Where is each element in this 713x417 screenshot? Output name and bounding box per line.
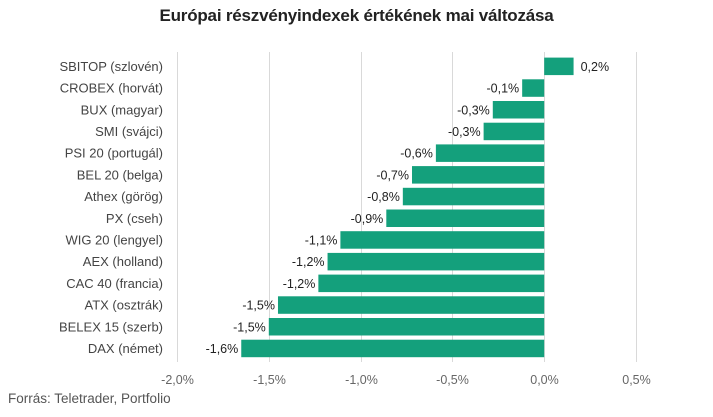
bar (386, 209, 545, 227)
category-label: BELEX 15 (szerb) (59, 319, 163, 334)
category-label: WIG 20 (lengyel) (65, 232, 163, 247)
data-label: -0,7% (376, 168, 409, 182)
bar (241, 339, 545, 358)
category-label: CROBEX (horvát) (60, 81, 163, 96)
data-label: -0,1% (487, 82, 520, 96)
category-label: AEX (holland) (83, 254, 163, 269)
category-label: ATX (osztrák) (85, 298, 164, 313)
data-label: -1,5% (242, 299, 275, 313)
x-tick-label: -2,0% (161, 373, 194, 387)
x-tick-label: -1,5% (253, 373, 286, 387)
bar (340, 231, 545, 249)
bar (544, 57, 574, 76)
category-label: BEL 20 (belga) (77, 167, 163, 182)
bar (492, 101, 545, 119)
bar (412, 166, 545, 184)
category-label: CAC 40 (francia) (66, 276, 163, 291)
data-label: -1,2% (283, 277, 316, 291)
x-tick-label: 0,0% (530, 373, 559, 387)
data-label: -0,3% (457, 103, 490, 117)
data-label: -1,6% (206, 342, 239, 356)
bar (435, 144, 545, 162)
data-label: -0,9% (351, 212, 384, 226)
x-tick-label: 0,5% (622, 373, 651, 387)
bar (402, 187, 545, 206)
data-label: -1,1% (305, 233, 338, 247)
category-label: SBITOP (szlovén) (59, 59, 163, 74)
source-note: Forrás: Teletrader, Portfolio (8, 391, 171, 406)
chart-title: Európai részvényindexek értékének mai vá… (159, 6, 554, 25)
data-label: -0,3% (448, 125, 481, 139)
data-label: -0,8% (367, 190, 400, 204)
category-label: SMI (svájci) (95, 124, 163, 139)
category-label: DAX (német) (88, 341, 163, 356)
bar (327, 252, 545, 271)
data-label: -0,6% (400, 147, 433, 161)
bar (483, 122, 545, 141)
data-label: -1,5% (233, 320, 266, 334)
data-label: -1,2% (292, 255, 325, 269)
bar (268, 318, 545, 336)
data-label: 0,2% (581, 60, 610, 74)
x-tick-label: -0,5% (436, 373, 469, 387)
category-label: BUX (magyar) (81, 102, 163, 117)
category-label: PX (cseh) (106, 211, 163, 226)
x-tick-label: -1,0% (345, 373, 378, 387)
category-label: PSI 20 (portugál) (65, 146, 163, 161)
bar (522, 79, 545, 97)
bar (277, 296, 545, 314)
category-label: Athex (görög) (84, 189, 163, 204)
bar (318, 274, 545, 293)
